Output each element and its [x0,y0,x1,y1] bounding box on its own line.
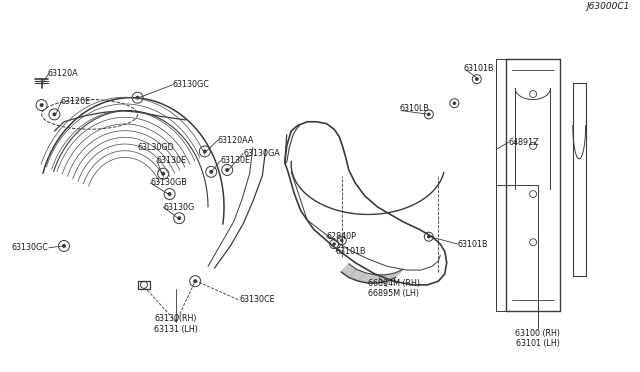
Text: 63130(RH)
63131 (LH): 63130(RH) 63131 (LH) [154,314,198,334]
Text: 63120A: 63120A [48,69,79,78]
Text: 64891Z: 64891Z [509,138,540,147]
Text: 66894M (RH)
66895M (LH): 66894M (RH) 66895M (LH) [368,279,420,298]
Circle shape [475,77,479,81]
Text: 63130CE: 63130CE [240,295,276,304]
Text: 63130GB: 63130GB [150,179,187,187]
Polygon shape [378,273,395,283]
Polygon shape [387,269,403,281]
Text: 63101B: 63101B [464,64,495,73]
Text: 63120E: 63120E [61,97,91,106]
Circle shape [340,238,344,242]
Circle shape [193,279,197,283]
Circle shape [452,102,456,105]
Circle shape [136,96,140,100]
Polygon shape [341,264,356,278]
Text: 63120AA: 63120AA [218,136,254,145]
Circle shape [168,192,172,196]
Text: 63130GC: 63130GC [173,80,210,89]
Circle shape [203,150,207,153]
Polygon shape [368,275,385,283]
Text: 62840P: 62840P [326,232,356,241]
Text: 63130E: 63130E [221,156,251,165]
Text: 63130GC: 63130GC [11,243,48,252]
Polygon shape [358,273,376,283]
Polygon shape [349,269,366,281]
Circle shape [62,244,66,248]
Text: 63130G: 63130G [163,202,195,212]
Circle shape [427,235,431,238]
Text: 63100 (RH)
63101 (LH): 63100 (RH) 63101 (LH) [515,329,560,348]
Text: 63L30GD: 63L30GD [138,143,174,152]
Circle shape [177,216,181,220]
Circle shape [209,170,213,174]
Text: 63130GA: 63130GA [243,149,280,158]
Text: 6310LB: 6310LB [400,104,430,113]
Circle shape [161,172,165,176]
Text: 63130E: 63130E [157,156,187,165]
Text: J63000C1: J63000C1 [587,2,630,11]
Circle shape [40,103,44,107]
Text: 63101B: 63101B [458,240,488,248]
Circle shape [52,112,56,116]
Text: 63101B: 63101B [336,247,367,256]
Circle shape [332,242,336,246]
Circle shape [427,113,431,116]
Circle shape [225,168,229,172]
